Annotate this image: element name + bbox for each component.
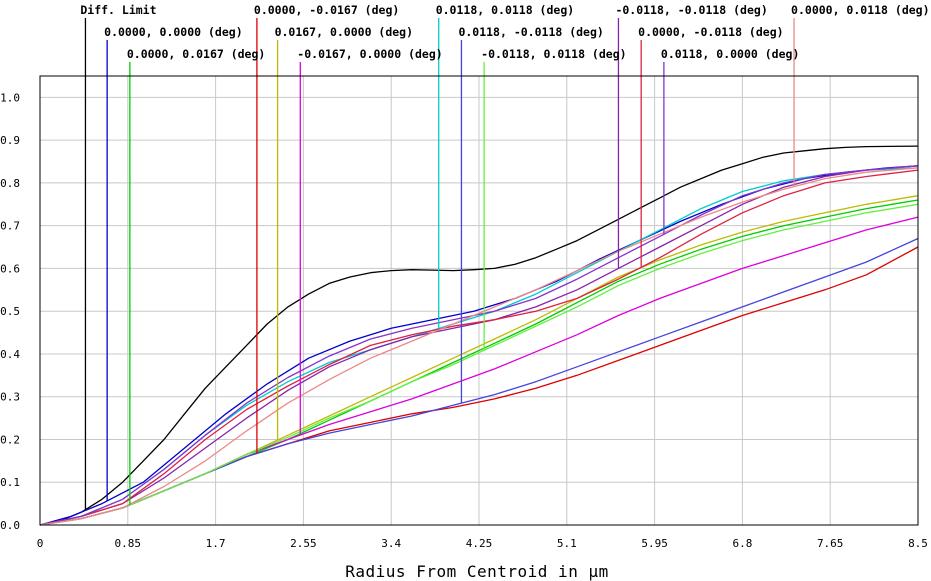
series-line: [39, 145, 919, 526]
grid: [40, 76, 918, 525]
legend-label: -0.0167, 0.0000 (deg): [297, 47, 442, 61]
series-layer: [39, 145, 919, 526]
x-tick-label: 0.85: [115, 537, 142, 550]
x-tick-label: 4.25: [466, 537, 493, 550]
legend-label: 0.0118, 0.0118 (deg): [436, 3, 574, 17]
series-line: [39, 165, 919, 526]
legend-label: 0.0167, 0.0000 (deg): [275, 25, 413, 39]
legend-label: 0.0000, 0.0000 (deg): [104, 25, 242, 39]
x-tick-label: 3.4: [381, 537, 401, 550]
y-tick-label: 0.7: [0, 220, 20, 233]
y-tick-label: 0.2: [0, 433, 20, 446]
legend-label: -0.0118, 0.0118 (deg): [481, 47, 626, 61]
y-tick-label: 0.9: [0, 134, 20, 147]
legend-label: 0.0000, -0.0118 (deg): [638, 25, 783, 39]
x-tick-label: 5.95: [641, 537, 668, 550]
x-tick-label: 7.65: [817, 537, 844, 550]
legend-label: Diff. Limit: [80, 3, 156, 17]
plot-border: [39, 75, 919, 526]
y-tick-label: 0.0: [0, 519, 20, 532]
x-axis-title: Radius From Centroid in µm: [345, 562, 608, 581]
series-line: [39, 169, 919, 526]
y-tick-label: 0.5: [0, 305, 20, 318]
legend-label: 0.0000, 0.0118 (deg): [791, 3, 929, 17]
x-tick-label: 2.55: [290, 537, 317, 550]
tick-labels: 0 0.85 1.7 2.55 3.4 4.25 5.1 5.95 6.8 7.65 8.5 0.0 0…: [0, 91, 928, 550]
legend-label: 0.0118, 0.0000 (deg): [661, 47, 799, 61]
legend-label: 0.0000, 0.0167 (deg): [127, 47, 265, 61]
series-line: [39, 203, 919, 526]
y-tick-label: 0.8: [0, 177, 20, 190]
y-tick-label: 1.0: [0, 91, 20, 104]
y-tick-label: 0.1: [0, 476, 20, 489]
legend-label: -0.0118, -0.0118 (deg): [615, 3, 767, 17]
legend-label: 0.0118, -0.0118 (deg): [458, 25, 603, 39]
y-tick-label: 0.6: [0, 262, 20, 275]
x-tick-label: 1.7: [206, 537, 226, 550]
series-line: [39, 167, 919, 526]
x-tick-label: 8.5: [908, 537, 928, 550]
y-tick-label: 0.4: [0, 348, 20, 361]
x-tick-label: 6.8: [732, 537, 752, 550]
legend-labels: Diff. Limit 0.0000, 0.0000 (deg) 0.0000, 0…: [80, 3, 929, 61]
x-tick-label: 0: [37, 537, 44, 550]
legend-label: 0.0000, -0.0167 (deg): [254, 3, 399, 17]
x-tick-label: 5.1: [557, 537, 577, 550]
y-tick-label: 0.3: [0, 391, 20, 404]
plot-frame: [39, 75, 919, 526]
legend-markers: [84, 18, 795, 510]
